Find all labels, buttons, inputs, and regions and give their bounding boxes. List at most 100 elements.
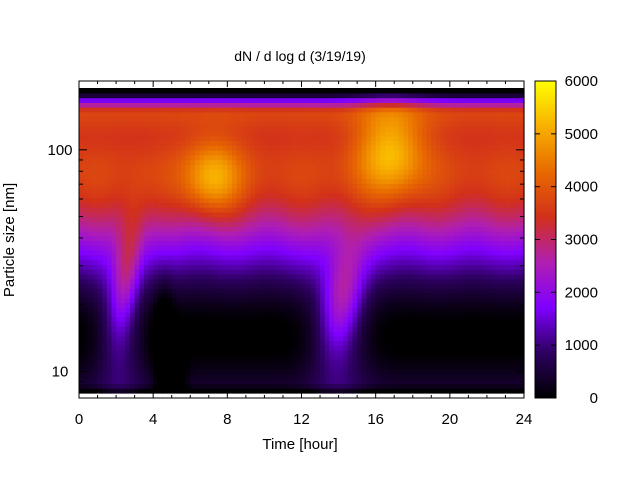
heatmap-cell [176, 378, 182, 385]
heatmap-cell [389, 388, 395, 394]
heatmap-cell [236, 145, 242, 151]
heatmap-cell [125, 154, 131, 161]
heatmap-cell [371, 273, 377, 280]
heatmap-cell [357, 235, 363, 242]
heatmap-cell [116, 240, 122, 246]
heatmap-cell [301, 321, 307, 327]
heatmap-cell [143, 183, 150, 189]
heatmap-cell [287, 302, 293, 308]
heatmap-cell [97, 340, 103, 346]
heatmap-cell [431, 302, 437, 308]
heatmap-cell [157, 211, 164, 218]
heatmap-cell [440, 188, 446, 194]
heatmap-cell [357, 269, 363, 275]
heatmap-cell [292, 383, 298, 389]
heatmap-cell [83, 159, 89, 165]
heatmap-cell [134, 340, 140, 346]
heatmap-cell [468, 302, 474, 308]
heatmap-cell [282, 259, 289, 265]
heatmap-cell [92, 169, 99, 175]
heatmap-cell [357, 173, 363, 180]
heatmap-cell [204, 183, 210, 189]
heatmap-cell [347, 202, 354, 208]
heatmap-cell [185, 159, 191, 165]
heatmap-cell [320, 188, 326, 194]
heatmap-cell [371, 197, 377, 203]
heatmap-cell [259, 154, 266, 161]
heatmap-cell [403, 302, 409, 308]
heatmap-cell [398, 311, 405, 318]
heatmap-cell [287, 350, 293, 356]
heatmap-cell [190, 340, 196, 346]
heatmap-cell [129, 269, 136, 275]
heatmap-cell [208, 273, 215, 280]
heatmap-cell [199, 173, 205, 180]
heatmap-cell [162, 188, 168, 194]
heatmap-cell [384, 221, 391, 227]
heatmap-cell [282, 164, 289, 170]
heatmap-cell [157, 335, 164, 342]
heatmap-cell [454, 269, 460, 275]
heatmap-cell [361, 230, 367, 237]
heatmap-cell [245, 159, 252, 165]
heatmap-cell [445, 321, 451, 327]
heatmap-cell [519, 311, 525, 318]
heatmap-cell [180, 273, 187, 280]
heatmap-cell [398, 259, 405, 265]
heatmap-cell [273, 311, 279, 318]
heatmap-cell [231, 216, 238, 223]
heatmap-cell [357, 288, 363, 294]
heatmap-cell [306, 288, 312, 294]
heatmap-cell [278, 307, 284, 313]
heatmap-cell [459, 311, 465, 318]
heatmap-cell [83, 211, 89, 218]
heatmap-cell [116, 259, 122, 265]
heatmap-cell [296, 240, 303, 246]
heatmap-cell [185, 273, 191, 280]
heatmap-cell [473, 292, 479, 299]
heatmap-cell [510, 230, 516, 237]
heatmap-cell [505, 321, 511, 327]
heatmap-cell [255, 192, 261, 199]
heatmap-cell [83, 192, 89, 199]
heatmap-cell [194, 297, 201, 304]
heatmap-cell [231, 192, 238, 199]
heatmap-cell [153, 331, 159, 337]
heatmap-cell [306, 202, 312, 208]
heatmap-cell [269, 316, 275, 323]
heatmap-cell [134, 364, 140, 370]
heatmap-cell [83, 264, 89, 270]
heatmap-cell [352, 230, 358, 237]
heatmap-cell [417, 388, 423, 394]
heatmap-cell [315, 264, 321, 270]
heatmap-cell [255, 230, 261, 237]
heatmap-cell [301, 273, 307, 280]
heatmap-cell [88, 335, 94, 342]
heatmap-cell [139, 359, 145, 366]
heatmap-cell [176, 359, 182, 366]
heatmap-cell [116, 159, 122, 165]
heatmap-cell [79, 331, 85, 337]
heatmap-cell [208, 207, 215, 213]
heatmap-cell [111, 388, 117, 394]
heatmap-cell [264, 230, 270, 237]
heatmap-cell [278, 326, 284, 332]
heatmap-cell [454, 283, 460, 289]
heatmap-cell [371, 216, 377, 223]
heatmap-cell [231, 378, 238, 385]
heatmap-cell [371, 254, 377, 261]
heatmap-cell [190, 383, 196, 389]
heatmap-cell [473, 383, 479, 389]
heatmap-cell [454, 345, 460, 351]
heatmap-cell [259, 192, 266, 199]
heatmap-cell [218, 383, 224, 389]
heatmap-cell [167, 273, 173, 280]
heatmap-cell [134, 183, 140, 189]
heatmap-cell [454, 321, 460, 327]
heatmap-cell [83, 278, 89, 284]
heatmap-cell [510, 159, 516, 165]
heatmap-cell [343, 145, 349, 151]
heatmap-cell [463, 259, 469, 265]
heatmap-cell [273, 331, 279, 337]
heatmap-cell [162, 350, 168, 356]
